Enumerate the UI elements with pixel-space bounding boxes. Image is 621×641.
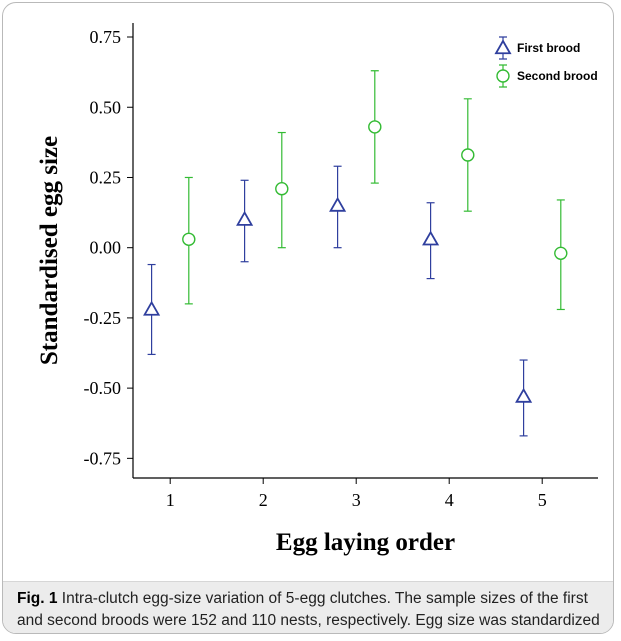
caption-text: Intra-clutch egg-size variation of 5-egg… bbox=[17, 590, 600, 629]
x-tick-label: 2 bbox=[259, 490, 268, 510]
data-point-triangle bbox=[143, 300, 161, 316]
legend-label: Second brood bbox=[517, 69, 598, 83]
x-axis-title: Egg laying order bbox=[276, 529, 455, 556]
x-tick-label: 5 bbox=[538, 490, 547, 510]
y-tick-label: -0.25 bbox=[84, 308, 122, 328]
x-tick-label: 3 bbox=[352, 490, 361, 510]
legend-item: First brood bbox=[494, 36, 580, 60]
chart: 0.75 0.50 0.25 0.00 -0.25 -0.50 -0.75 1 2 3 4 5 Egg … bbox=[36, 23, 598, 556]
y-axis-title: Standardised egg size bbox=[36, 136, 63, 365]
data-point-circle bbox=[182, 232, 196, 246]
y-tick-label: 0.25 bbox=[90, 167, 122, 187]
y-tick-label: 0.00 bbox=[90, 238, 122, 258]
data-point-circle bbox=[554, 246, 568, 261]
data-point-triangle bbox=[515, 387, 533, 403]
legend-label: First brood bbox=[517, 41, 580, 55]
figure-caption: Fig. 1 Intra-clutch egg-size variation o… bbox=[17, 588, 607, 633]
y-tick-label: -0.75 bbox=[84, 448, 122, 468]
x-tick-label: 4 bbox=[445, 490, 454, 510]
figure-frame: 0.75 0.50 0.25 0.00 -0.25 -0.50 -0.75 1 2 3 4 5 Egg … bbox=[2, 2, 614, 634]
data-point-circle bbox=[368, 120, 382, 134]
y-tick-label: 0.75 bbox=[90, 27, 122, 47]
caption-label: Fig. 1 bbox=[17, 590, 58, 607]
x-tick-label: 1 bbox=[166, 490, 175, 510]
legend-marker-circle bbox=[496, 69, 510, 83]
legend-item: Second brood bbox=[496, 64, 598, 88]
data-point-circle bbox=[461, 148, 475, 162]
caption-box: Fig. 1 Intra-clutch egg-size variation o… bbox=[3, 581, 613, 633]
data-point-circle bbox=[275, 182, 289, 196]
data-point-triangle bbox=[422, 230, 440, 246]
legend-marker-triangle bbox=[494, 39, 512, 55]
y-tick-label: -0.50 bbox=[84, 378, 122, 398]
y-tick-label: 0.50 bbox=[90, 97, 122, 117]
data-point-triangle bbox=[236, 210, 254, 226]
data-point-triangle bbox=[329, 196, 347, 212]
